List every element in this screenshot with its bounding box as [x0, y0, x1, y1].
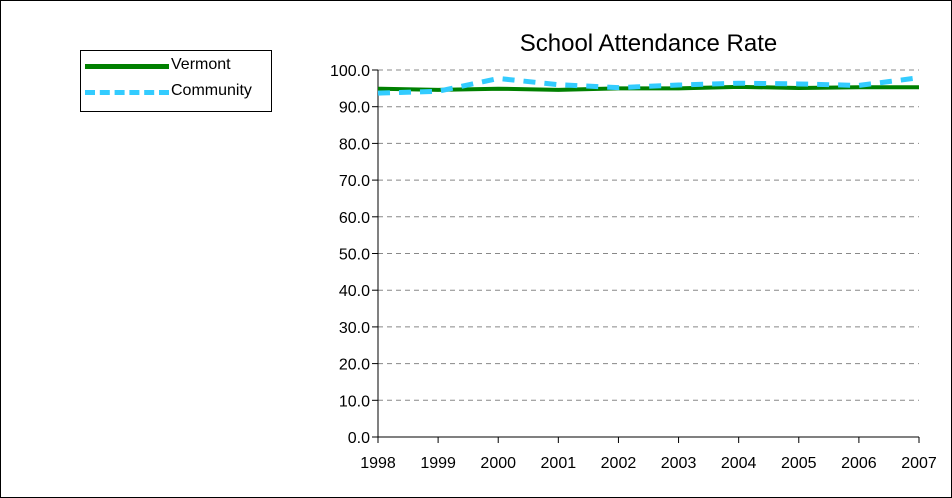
legend-label-vermont: Vermont: [171, 56, 231, 73]
legend-label-community: Community: [171, 82, 252, 99]
x-tick-label: 2006: [841, 455, 877, 472]
legend: Vermont Community: [80, 50, 272, 112]
series-line-vermont: [377, 84, 919, 92]
y-tick-label: 20.0: [339, 357, 370, 374]
y-tick-label: 10.0: [339, 393, 370, 410]
x-tick-label: 2002: [601, 455, 637, 472]
chart-title: School Attendance Rate: [519, 30, 778, 57]
series-line-community: [377, 75, 920, 96]
legend-swatch-vermont: [85, 64, 169, 69]
y-tick-label: 70.0: [339, 173, 370, 190]
x-tick-label: 2001: [541, 455, 577, 472]
x-tick-label: 1999: [420, 455, 456, 472]
legend-entry-vermont: Vermont: [81, 54, 271, 76]
y-tick-label: 60.0: [339, 210, 370, 227]
y-tick-label: 80.0: [339, 136, 370, 153]
x-tick-label: 1998: [360, 455, 396, 472]
x-tick-label: 2007: [901, 455, 937, 472]
y-tick-label: 30.0: [339, 320, 370, 337]
x-tick-label: 2005: [781, 455, 817, 472]
y-tick-label: 40.0: [339, 283, 370, 300]
y-tick-label: 50.0: [339, 247, 370, 264]
x-tick-label: 2000: [480, 455, 516, 472]
y-tick-label: 100.0: [330, 63, 370, 80]
legend-swatch-community: [85, 90, 169, 95]
y-tick-label: 0.0: [348, 430, 370, 447]
y-tick-label: 90.0: [339, 100, 370, 117]
x-tick-label: 2003: [661, 455, 697, 472]
legend-entry-community: Community: [81, 80, 271, 102]
x-tick-label: 2004: [721, 455, 757, 472]
